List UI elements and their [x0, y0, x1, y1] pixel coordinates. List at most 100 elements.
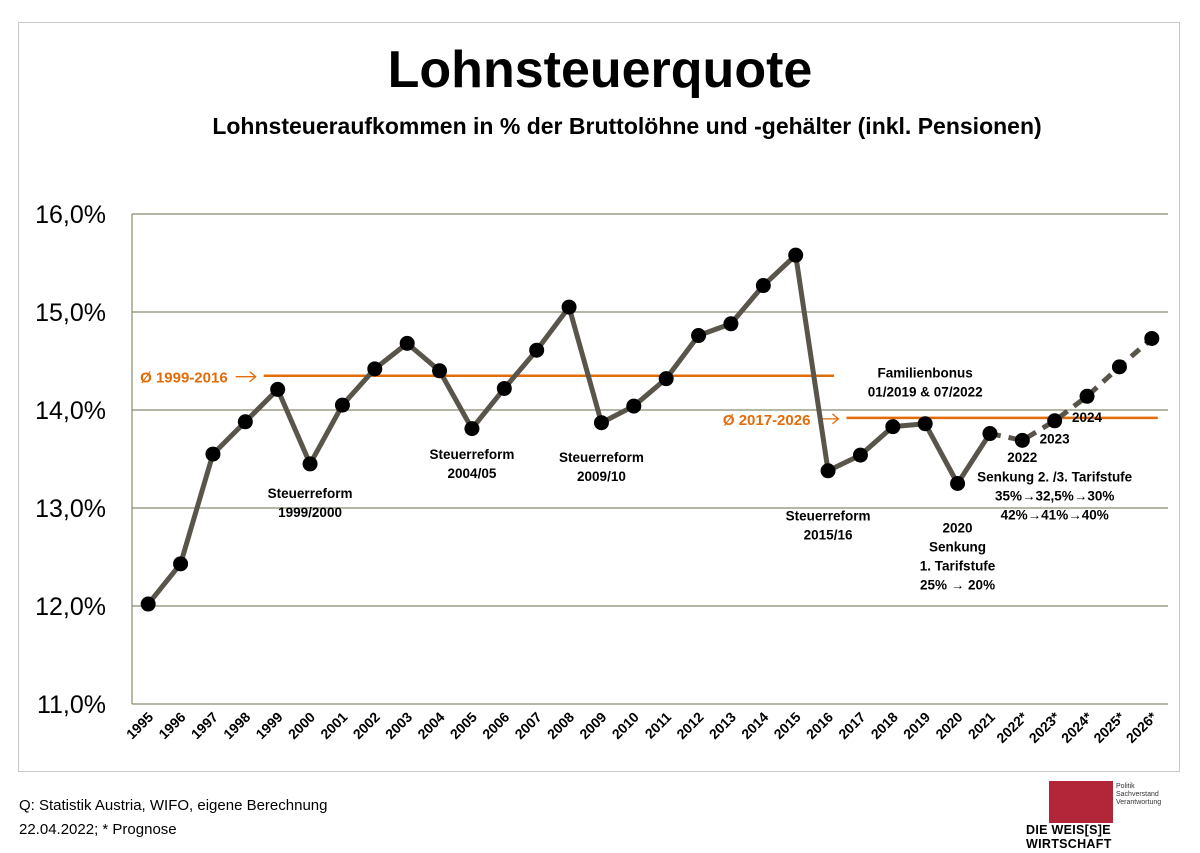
average-arrow-head: [832, 413, 840, 425]
average-label: Ø 2017-2026: [723, 412, 811, 429]
data-point: [496, 380, 512, 396]
chart-frame: [18, 22, 1180, 772]
y-tick-label: 15,0%: [35, 299, 106, 327]
data-point: [885, 419, 901, 435]
annotation-text: 2004/05: [448, 466, 497, 481]
annotation-text: Steuerreform: [430, 447, 515, 462]
data-point: [950, 476, 966, 491]
x-tick-label: 2026*: [1123, 708, 1161, 746]
data-point: [1144, 330, 1160, 346]
x-tick-label: 1996: [155, 709, 188, 742]
data-point: [1079, 388, 1095, 404]
annotation-text: 1999/2000: [278, 505, 342, 520]
data-point: [917, 416, 933, 432]
x-tick-label: 2000: [285, 709, 318, 742]
y-tick-label: 14,0%: [35, 397, 106, 425]
logo-tagline: Politik Sachverstand Verantwortung: [1116, 783, 1161, 807]
x-tick-label: 2012: [673, 709, 706, 742]
y-tick-label: 16,0%: [35, 201, 106, 229]
logo-tagline-line: Politik: [1116, 783, 1135, 790]
annotation-text: 2022: [1007, 450, 1037, 465]
x-tick-label: 2019: [900, 709, 933, 742]
annotation-text: 35%→32,5%→30%: [995, 489, 1114, 504]
y-tick-label: 11,0%: [37, 691, 106, 719]
logo-mark: [1049, 781, 1113, 823]
annotation-text: 2015/16: [804, 528, 853, 543]
data-point: [691, 328, 707, 344]
annotation-text: 01/2019 & 07/2022: [868, 385, 983, 400]
x-tick-label: 2011: [642, 709, 675, 742]
logo-text: DIE WEIS[S]E WIRTSCHAFT: [1026, 823, 1112, 851]
data-point: [1047, 413, 1063, 429]
data-point: [723, 316, 739, 332]
x-tick-label: 1997: [188, 709, 221, 742]
x-tick-label: 2025*: [1090, 708, 1128, 746]
data-point: [399, 335, 415, 351]
annotation-text: 25% → 20%: [920, 578, 995, 593]
annotation-text: 42%→41%→40%: [1001, 508, 1109, 523]
x-tick-label: 2023*: [1026, 708, 1064, 746]
data-point: [852, 447, 868, 463]
data-point: [593, 415, 609, 431]
data-point: [302, 456, 318, 472]
data-point: [173, 556, 189, 572]
x-tick-label: 2020: [932, 709, 965, 742]
x-tick-label: 1998: [220, 709, 253, 742]
logo-tagline-line: Sachverstand: [1116, 791, 1159, 798]
x-tick-label: 2017: [835, 709, 868, 742]
x-tick-label: 2003: [382, 709, 415, 742]
x-tick-label: 2015: [770, 709, 803, 742]
average-arrow-head: [249, 371, 257, 383]
annotation-text: 2020: [943, 521, 973, 536]
data-point: [140, 596, 156, 612]
data-point: [561, 299, 577, 315]
annotation-text: Familienbonus: [878, 366, 973, 381]
data-point: [205, 446, 221, 462]
x-tick-label: 1999: [252, 709, 285, 742]
data-point: [464, 421, 480, 437]
x-tick-label: 2009: [576, 709, 609, 742]
data-point: [367, 361, 383, 377]
x-tick-label: 1995: [123, 709, 156, 742]
x-tick-label: 2013: [706, 709, 739, 742]
annotation-text: 1. Tarifstufe: [920, 559, 996, 574]
y-tick-label: 13,0%: [35, 495, 106, 523]
date-note: 22.04.2022; * Prognose: [19, 821, 177, 838]
x-tick-label: 2004: [414, 709, 447, 742]
data-point: [334, 397, 350, 413]
x-tick-label: 2018: [868, 709, 901, 742]
x-tick-label: 2022*: [993, 708, 1031, 746]
data-point: [982, 426, 998, 442]
source-note: Q: Statistik Austria, WIFO, eigene Berec…: [19, 797, 328, 814]
data-point: [626, 398, 642, 414]
annotation-text: Steuerreform: [786, 509, 871, 524]
x-tick-label: 2014: [738, 709, 771, 742]
annotation-text: Senkung 2. /3. Tarifstufe: [977, 470, 1133, 485]
y-tick-label: 12,0%: [35, 593, 106, 621]
data-point: [270, 381, 286, 397]
data-point: [1014, 432, 1030, 448]
logo-tagline-line: Verantwortung: [1116, 799, 1162, 806]
x-tick-label: 2021: [965, 709, 998, 742]
x-tick-label: 2005: [447, 709, 480, 742]
chart-title: Lohnsteuerquote: [387, 41, 813, 99]
series-line-forecast: [989, 336, 1154, 444]
data-point: [658, 371, 674, 387]
data-point: [788, 247, 804, 263]
x-tick-label: 2006: [479, 709, 512, 742]
data-point: [529, 342, 545, 358]
x-tick-label: 2002: [350, 709, 383, 742]
annotation-text: 2009/10: [577, 469, 626, 484]
x-tick-label: 2008: [544, 709, 577, 742]
average-label: Ø 1999-2016: [140, 370, 228, 387]
x-tick-label: 2001: [317, 709, 350, 742]
data-point: [755, 278, 771, 294]
x-tick-label: 2024*: [1058, 708, 1096, 746]
annotation-text: Steuerreform: [559, 450, 644, 465]
annotation-text: 2024: [1072, 410, 1103, 425]
chart-subtitle: Lohnsteueraufkommen in % der Bruttolöhne…: [212, 113, 1042, 139]
annotation-text: Steuerreform: [268, 486, 353, 501]
annotation-text: 2023: [1040, 431, 1071, 446]
x-tick-label: 2007: [511, 709, 544, 742]
data-point: [820, 463, 836, 479]
